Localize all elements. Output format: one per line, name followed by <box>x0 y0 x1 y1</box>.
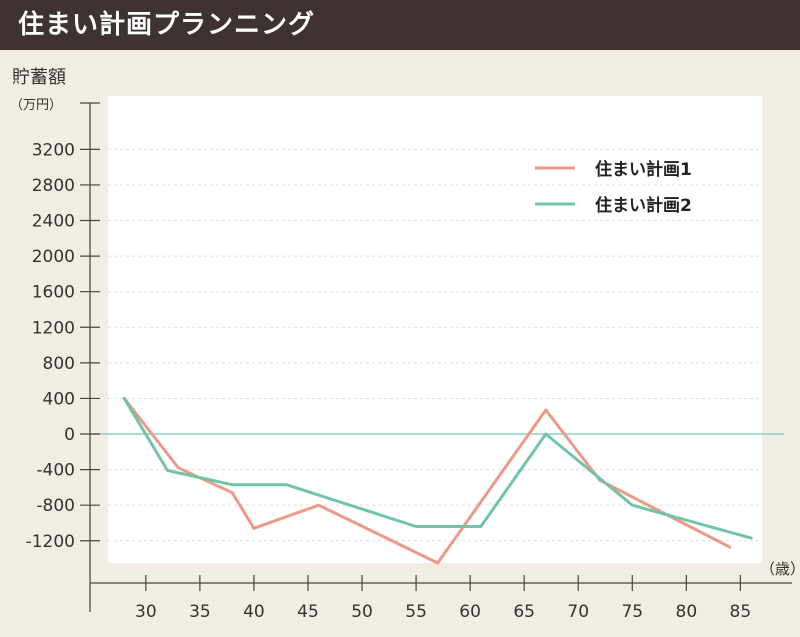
series-line-2 <box>122 396 753 540</box>
x-tick-label: 50 <box>351 602 373 622</box>
y-tick-label: -1200 <box>26 532 75 552</box>
y-tick-label: 2400 <box>32 212 75 232</box>
x-tick-label: 35 <box>189 602 211 622</box>
x-tick-label: 30 <box>135 602 157 622</box>
x-tick-label: 65 <box>513 602 535 622</box>
x-tick-label: 55 <box>405 602 427 622</box>
legend-label-1: 住まい計画1 <box>595 159 692 180</box>
x-axis-unit: （歳） <box>760 560 800 578</box>
legend-label-2: 住まい計画2 <box>595 195 692 216</box>
y-tick-label: -800 <box>36 496 75 516</box>
y-tick-label: -400 <box>36 461 75 481</box>
y-tick-label: 0 <box>64 425 75 445</box>
y-tick-label: 2800 <box>32 176 75 196</box>
x-tick-label: 70 <box>567 602 589 622</box>
y-axis-label: 貯蓄額 <box>12 67 66 88</box>
page-title: 住まい計画プランニング <box>18 10 316 40</box>
y-tick-label: 800 <box>43 354 75 374</box>
y-tick-label: 1600 <box>32 283 75 303</box>
x-tick-label: 60 <box>459 602 481 622</box>
header-bar: 住まい計画プランニング <box>0 0 800 50</box>
y-tick-label: 3200 <box>32 140 75 160</box>
x-tick-label: 80 <box>676 602 698 622</box>
y-tick-label: 2000 <box>32 247 75 267</box>
x-tick-label: 75 <box>621 602 643 622</box>
y-tick-label: 400 <box>43 389 75 409</box>
y-tick-label: 1200 <box>32 318 75 338</box>
y-axis-unit: （万円） <box>10 98 63 113</box>
x-tick-label: 45 <box>297 602 319 622</box>
x-tick-label: 85 <box>730 602 752 622</box>
x-tick-label: 40 <box>243 602 265 622</box>
